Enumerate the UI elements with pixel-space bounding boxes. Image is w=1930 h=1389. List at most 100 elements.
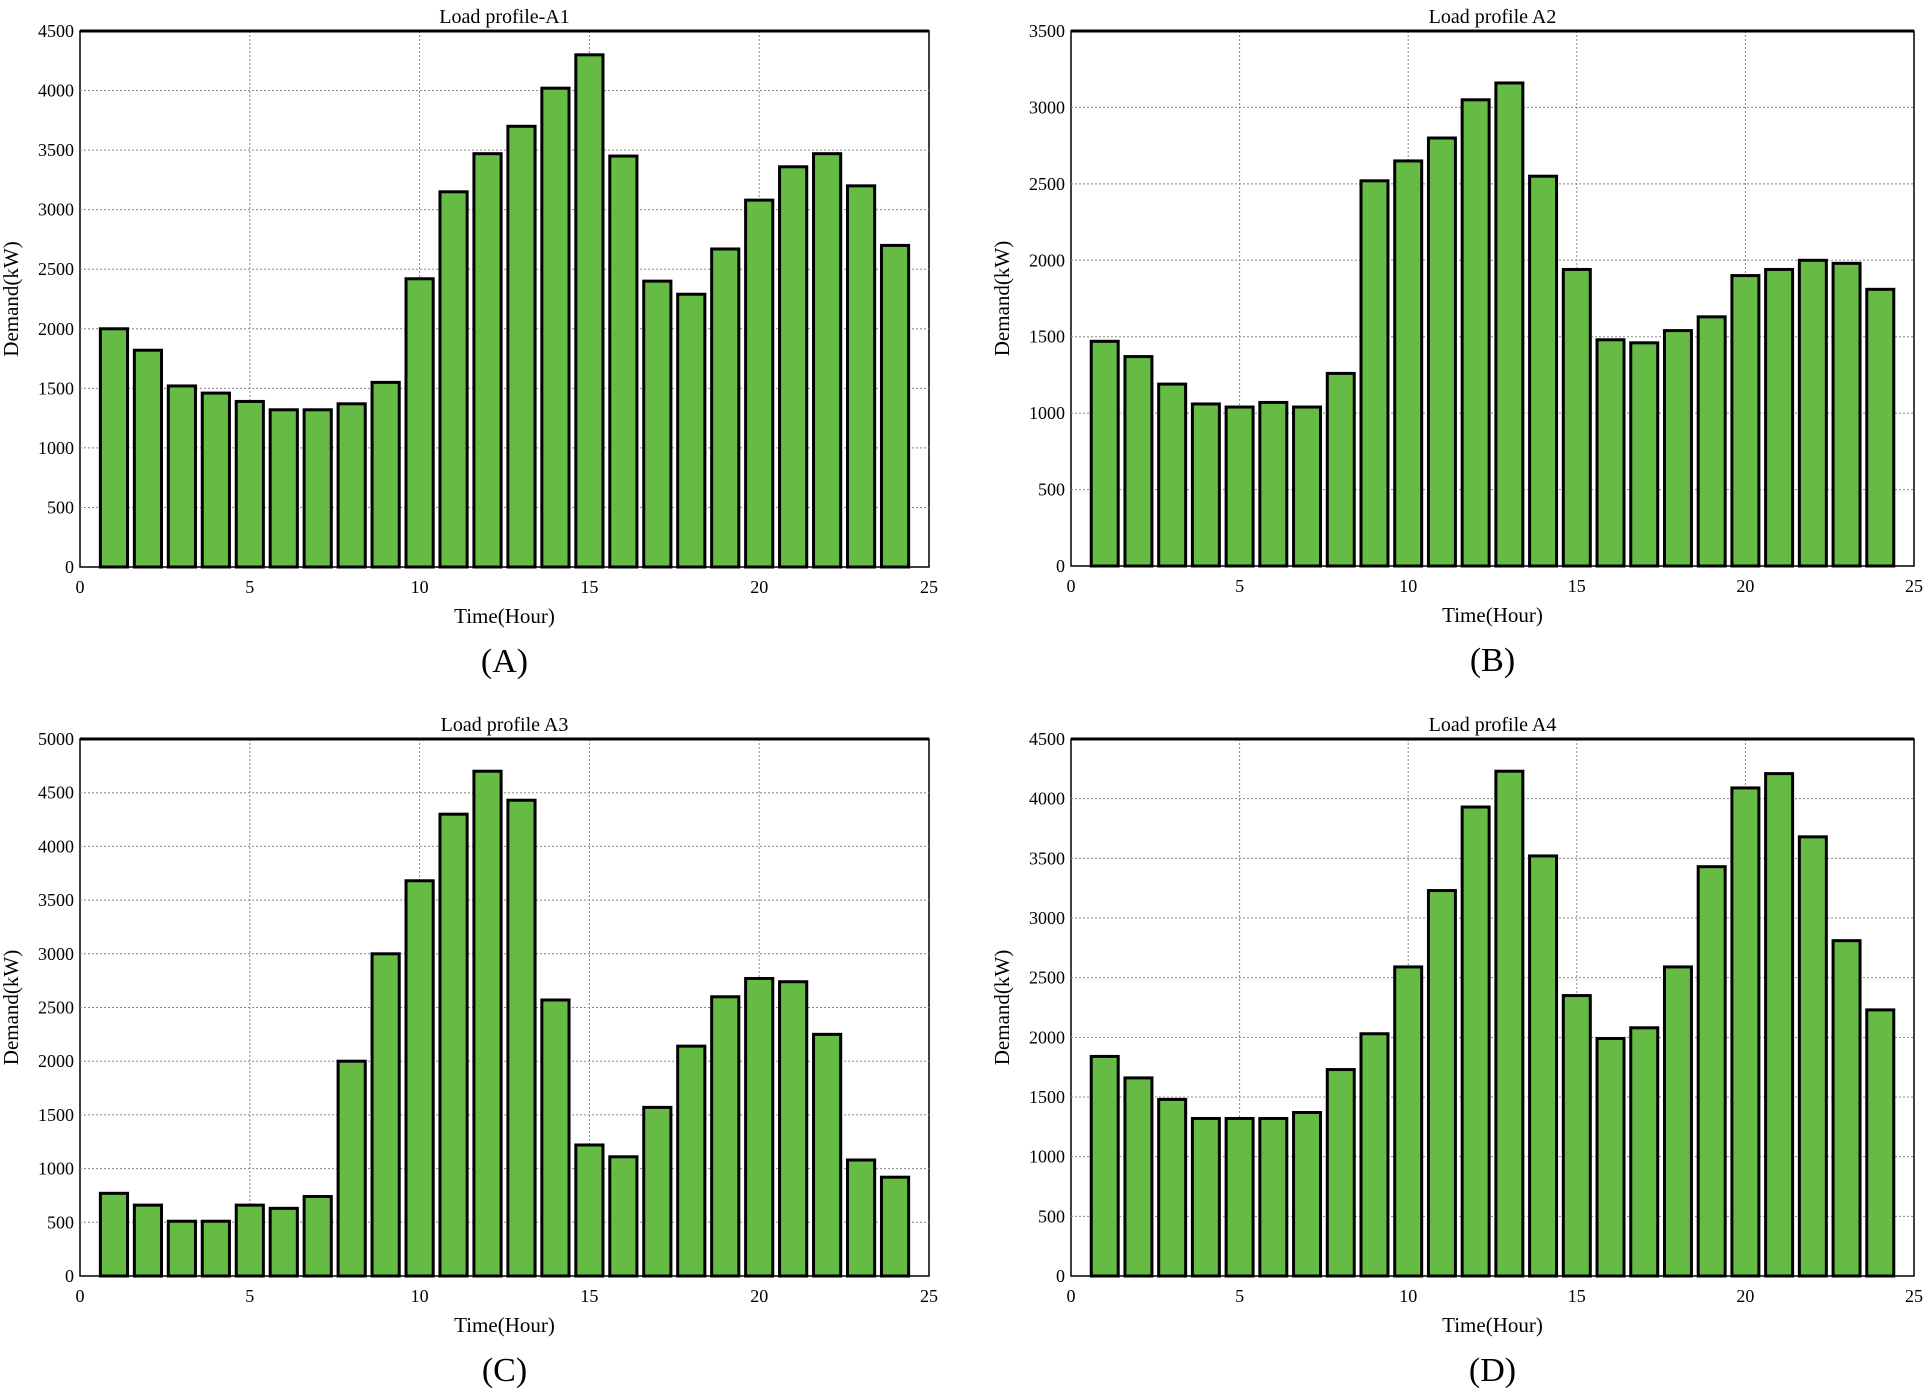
y-tick-label: 1500 (38, 378, 74, 398)
chart-panel-1: 0 500 1000 1500 2000 2500 3000 3500 4000 4500 0 5 10… (0, 6, 938, 680)
y-axis-label: Demand(kW) (990, 950, 1014, 1065)
y-tick-label: 4500 (1029, 729, 1065, 749)
bar-hour-4 (200, 1219, 231, 1278)
bar-hour-7 (1292, 1111, 1323, 1278)
chart-panel-4: 0 500 1000 1500 2000 2500 3000 3500 4000 4500 0 5 10… (990, 714, 1923, 1389)
bar-hour-17 (1629, 341, 1660, 568)
y-tick-label: 2000 (38, 319, 74, 339)
chart-title: Load profile A3 (441, 714, 569, 736)
bar-hour-22 (1797, 835, 1828, 1278)
x-tick-label: 5 (1235, 1286, 1244, 1306)
bar-hour-15 (574, 1143, 605, 1278)
y-tick-label: 4000 (1029, 789, 1065, 809)
x-axis-label: Time(Hour) (1442, 1313, 1543, 1337)
bar-hour-12 (1460, 98, 1491, 568)
bar-hour-1 (98, 1191, 130, 1278)
bar-hour-10 (404, 277, 435, 569)
x-tick-label: 20 (1736, 1286, 1754, 1306)
y-tick-label: 4000 (38, 81, 74, 101)
x-tick-label: 25 (920, 1286, 938, 1306)
x-tick-label: 20 (750, 1286, 768, 1306)
y-tick-label: 0 (65, 1266, 74, 1286)
bar-hour-18 (1662, 329, 1693, 568)
bar-hour-14 (540, 86, 571, 569)
x-tick-label: 10 (1399, 576, 1417, 596)
bar-hour-8 (1325, 371, 1356, 568)
bar-hour-24 (1865, 1008, 1896, 1278)
chart-panel-2: 0 500 1000 1500 2000 2500 3000 3500 0 5 10 15 20 25 Lo… (990, 6, 1923, 679)
y-tick-label: 3500 (1029, 21, 1065, 41)
bar-hour-4 (200, 391, 231, 569)
bar-hour-13 (506, 798, 537, 1278)
bar-hour-6 (1258, 400, 1289, 568)
bar-hour-23 (845, 1158, 877, 1278)
bar-hour-10 (1393, 965, 1424, 1278)
bar-hour-16 (1595, 338, 1626, 568)
bar-hour-20 (1730, 786, 1761, 1278)
bar-hour-10 (404, 879, 435, 1278)
bar-hour-1 (1089, 1054, 1120, 1278)
bar-hour-3 (1157, 382, 1188, 568)
bar-hour-1 (1089, 339, 1120, 568)
y-tick-label: 0 (65, 557, 74, 577)
panel-label: (A) (481, 643, 528, 680)
y-tick-label: 2500 (38, 259, 74, 279)
bar-hour-8 (1325, 1068, 1356, 1278)
x-axis-label: Time(Hour) (454, 604, 555, 628)
bar-hour-12 (472, 152, 503, 569)
bar-hour-12 (472, 769, 503, 1278)
bar-hour-23 (1831, 939, 1862, 1278)
x-tick-label: 10 (411, 577, 429, 597)
bar-hour-21 (1764, 772, 1795, 1278)
y-tick-label: 3500 (38, 140, 74, 160)
bar-hour-13 (1494, 769, 1525, 1278)
y-tick-label: 4500 (38, 783, 74, 803)
x-tick-label: 0 (1067, 1286, 1076, 1306)
bar-hour-11 (438, 190, 469, 569)
y-axis-label: Demand(kW) (990, 241, 1014, 356)
x-axis-label: Time(Hour) (454, 1313, 555, 1337)
x-tick-label: 20 (1736, 576, 1754, 596)
bar-hour-17 (642, 1105, 673, 1278)
y-tick-label: 0 (1056, 556, 1065, 576)
x-tick-label: 25 (920, 577, 938, 597)
bar-hour-19 (710, 247, 741, 569)
bar-hour-4 (1190, 402, 1221, 568)
x-tick-label: 0 (76, 1286, 85, 1306)
bar-hour-5 (1224, 405, 1255, 568)
panel-label: (C) (482, 1352, 527, 1389)
bar-hour-6 (268, 1206, 299, 1278)
bar-hour-19 (710, 995, 741, 1278)
chart-title: Load profile-A1 (439, 6, 570, 28)
bar-hour-12 (1460, 805, 1491, 1278)
bar-hour-9 (370, 380, 401, 569)
y-tick-label: 1500 (38, 1105, 74, 1125)
chart-title: Load profile A4 (1429, 714, 1557, 736)
x-axis-label: Time(Hour) (1442, 603, 1543, 627)
bar-hour-4 (1190, 1116, 1221, 1278)
x-tick-label: 15 (580, 1286, 598, 1306)
y-axis-label: Demand(kW) (0, 950, 23, 1065)
bar-hour-23 (1831, 261, 1862, 568)
bar-hour-11 (1426, 136, 1457, 568)
y-tick-label: 5000 (38, 729, 74, 749)
y-tick-label: 2000 (1029, 1027, 1065, 1047)
bar-hour-13 (506, 124, 537, 569)
bar-hour-15 (574, 53, 605, 569)
y-tick-label: 1500 (1029, 327, 1065, 347)
bar-hour-16 (1595, 1037, 1626, 1278)
y-tick-label: 3000 (1029, 97, 1065, 117)
y-tick-label: 1000 (1029, 403, 1065, 423)
bar-hour-8 (336, 402, 367, 569)
bar-hour-22 (812, 1032, 843, 1278)
bar-hour-24 (879, 243, 911, 569)
bar-hour-1 (98, 327, 130, 569)
bar-hour-20 (744, 198, 775, 569)
bar-hour-2 (1123, 1076, 1154, 1278)
bar-hour-21 (1764, 267, 1795, 568)
x-tick-label: 5 (245, 577, 254, 597)
bar-hour-3 (166, 1219, 197, 1278)
bar-hour-6 (268, 408, 299, 569)
y-tick-label: 2500 (38, 998, 74, 1018)
